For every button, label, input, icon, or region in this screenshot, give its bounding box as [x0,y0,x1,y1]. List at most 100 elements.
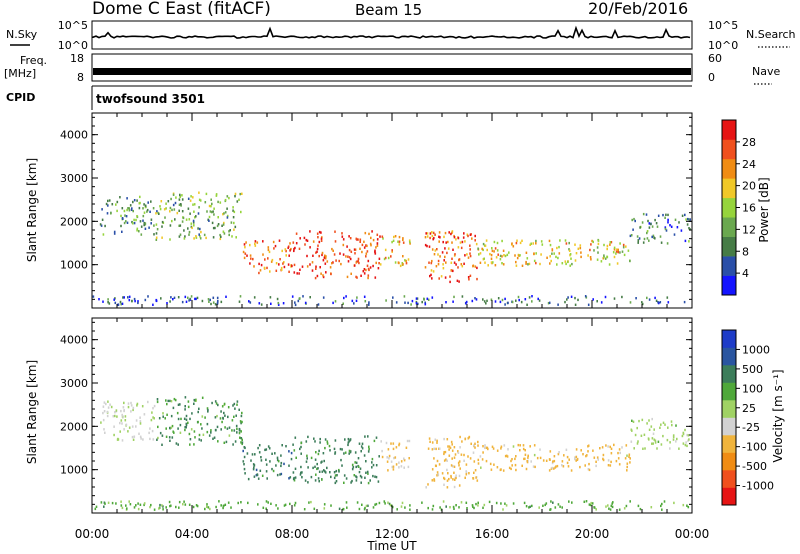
scatter-cell [531,300,533,303]
scatter-cell [374,252,377,255]
scatter-cell [421,501,423,504]
scatter-cell [116,415,118,418]
scatter-cell [392,468,395,471]
scatter-cell [170,504,172,507]
scatter-cell [524,453,527,456]
scatter-cell [502,249,505,252]
scatter-cell [463,232,465,235]
scatter-cell [590,258,592,261]
scatter-cell [372,474,374,478]
scatter-cell [347,260,350,263]
scatter-cell [521,464,523,467]
scatter-cell [628,453,631,456]
scatter-cell [140,233,143,236]
scatter-cell [450,232,452,236]
scatter-cell [378,455,380,458]
scatter-cell [309,230,311,233]
scatter-cell [466,253,468,256]
scatter-cell [178,203,181,206]
scatter-cell [647,219,649,223]
scatter-cell [107,199,109,203]
scatter-cell [364,231,367,235]
scatter-cell [404,259,406,262]
scatter-cell [171,436,174,439]
scatter-cell [605,444,607,447]
scatter-cell [125,220,127,223]
scatter-cell [269,460,271,463]
scatter-cell [173,397,176,401]
scatter-cell [547,302,550,305]
scatter-cell [475,476,477,479]
scatter-cell [575,448,578,451]
scatter-cell [437,473,440,476]
scatter-cell [148,226,150,229]
scatter-cell [584,464,586,467]
scatter-cell [99,223,102,226]
scatter-cell [225,440,228,444]
scatter-cell [317,477,320,480]
scatter-cell [217,403,219,407]
scatter-cell [294,467,297,470]
scatter-cell [189,438,192,441]
scatter-cell [175,442,178,445]
scatter-cell [533,453,536,457]
scatter-cell [135,504,137,507]
scatter-cell [210,302,212,306]
scatter-cell [399,264,402,268]
velocity-colorbar-label: Velocity [m s⁻¹] [771,369,785,462]
scatter-cell [398,235,401,239]
scatter-cell [215,194,218,197]
scatter-cell [642,241,645,244]
scatter-cell [152,303,154,306]
scatter-cell [353,264,356,267]
scatter-cell [446,459,448,462]
scatter-cell [193,402,195,405]
scatter-cell [353,474,356,477]
colorbar-tick-label: 16 [742,202,756,215]
scatter-cell [464,476,466,479]
scatter-cell [209,507,211,511]
scatter-cell [160,200,163,203]
scatter-cell [279,473,281,476]
scatter-cell [443,483,445,486]
scatter-cell [562,465,565,468]
scatter-cell [430,261,433,265]
scatter-cell [126,197,128,200]
scatter-cell [184,428,186,432]
scatter-cell [353,248,356,251]
scatter-cell [342,507,344,511]
scatter-cell [619,242,621,245]
scatter-cell [392,239,395,242]
scatter-cell [540,240,543,243]
scatter-cell [447,445,449,448]
scatter-cell [363,268,366,271]
scatter-cell [531,504,533,508]
scatter-cell [504,502,506,505]
scatter-cell [316,232,319,235]
scatter-cell [518,298,520,302]
scatter-cell [173,208,176,211]
colorbar-tick-label: -25 [742,421,760,434]
scatter-cell [220,504,222,507]
scatter-cell [654,441,657,444]
scatter-cell [536,456,539,460]
scatter-cell [192,505,195,509]
scatter-cell [487,447,489,451]
scatter-cell [278,239,281,242]
scatter-cell [596,456,599,459]
scatter-cell [672,434,675,437]
scatter-cell [515,264,518,267]
scatter-cell [602,458,605,462]
scatter-cell [593,249,595,252]
scatter-cell [111,203,114,206]
scatter-cell [467,234,469,238]
scatter-cell [503,444,506,447]
scatter-cell [663,500,666,503]
scatter-cell [558,245,560,249]
scatter-cell [540,253,542,256]
scatter-cell [507,301,509,305]
scatter-cell [363,508,366,511]
scatter-cell [457,450,459,453]
scatter-cell [355,237,358,240]
scatter-cell [368,303,370,306]
